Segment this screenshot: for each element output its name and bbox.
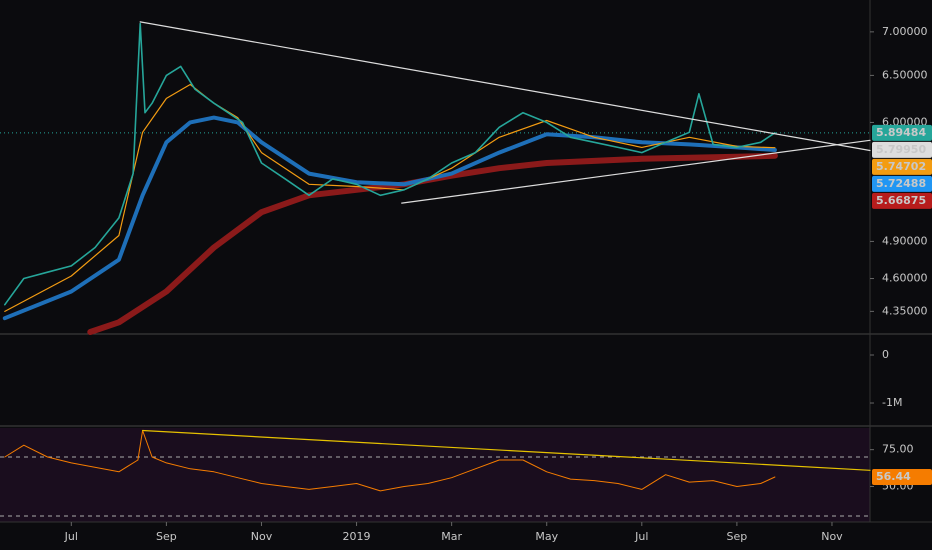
y-tick-label: -1M <box>882 396 902 409</box>
x-tick-label: Nov <box>821 530 843 543</box>
x-tick-label: Jul <box>64 530 78 543</box>
trend-line <box>142 429 871 471</box>
y-tick-label: 6.50000 <box>882 68 928 81</box>
x-tick-label: Mar <box>441 530 462 543</box>
price-line <box>4 430 776 492</box>
y-tick-label: 4.90000 <box>882 234 928 247</box>
price-label: 5.74702 <box>876 160 926 173</box>
trend-line <box>139 21 871 152</box>
x-tick-label: May <box>535 530 558 543</box>
y-tick-label: 7.00000 <box>882 25 928 38</box>
price-label: 5.72488 <box>876 177 926 190</box>
x-tick-label: Sep <box>727 530 748 543</box>
price-label-box <box>872 469 932 486</box>
rsi-background <box>0 428 870 522</box>
price-label: 5.79950 <box>876 143 926 156</box>
y-tick-label: 4.60000 <box>882 272 928 285</box>
y-tick-label: 0 <box>882 348 889 361</box>
price-label: 5.66875 <box>876 194 926 207</box>
price-line <box>4 22 776 306</box>
price-label: 56.44 <box>876 470 911 483</box>
y-tick-label: 75.00 <box>882 443 914 456</box>
price-label-box <box>872 192 932 209</box>
y-tick-label: 4.35000 <box>882 304 928 317</box>
price-label-box <box>872 141 932 158</box>
price-label: 5.89484 <box>876 126 926 139</box>
x-tick-label: Nov <box>251 530 273 543</box>
x-tick-label: Sep <box>156 530 177 543</box>
price-line <box>4 83 776 312</box>
trend-line <box>401 139 871 204</box>
price-label-box <box>872 158 932 175</box>
x-tick-label: Jul <box>634 530 648 543</box>
price-label-box <box>872 175 932 192</box>
price-line <box>2 115 777 321</box>
x-tick-label: 2019 <box>343 530 371 543</box>
price-label-box <box>872 124 932 141</box>
